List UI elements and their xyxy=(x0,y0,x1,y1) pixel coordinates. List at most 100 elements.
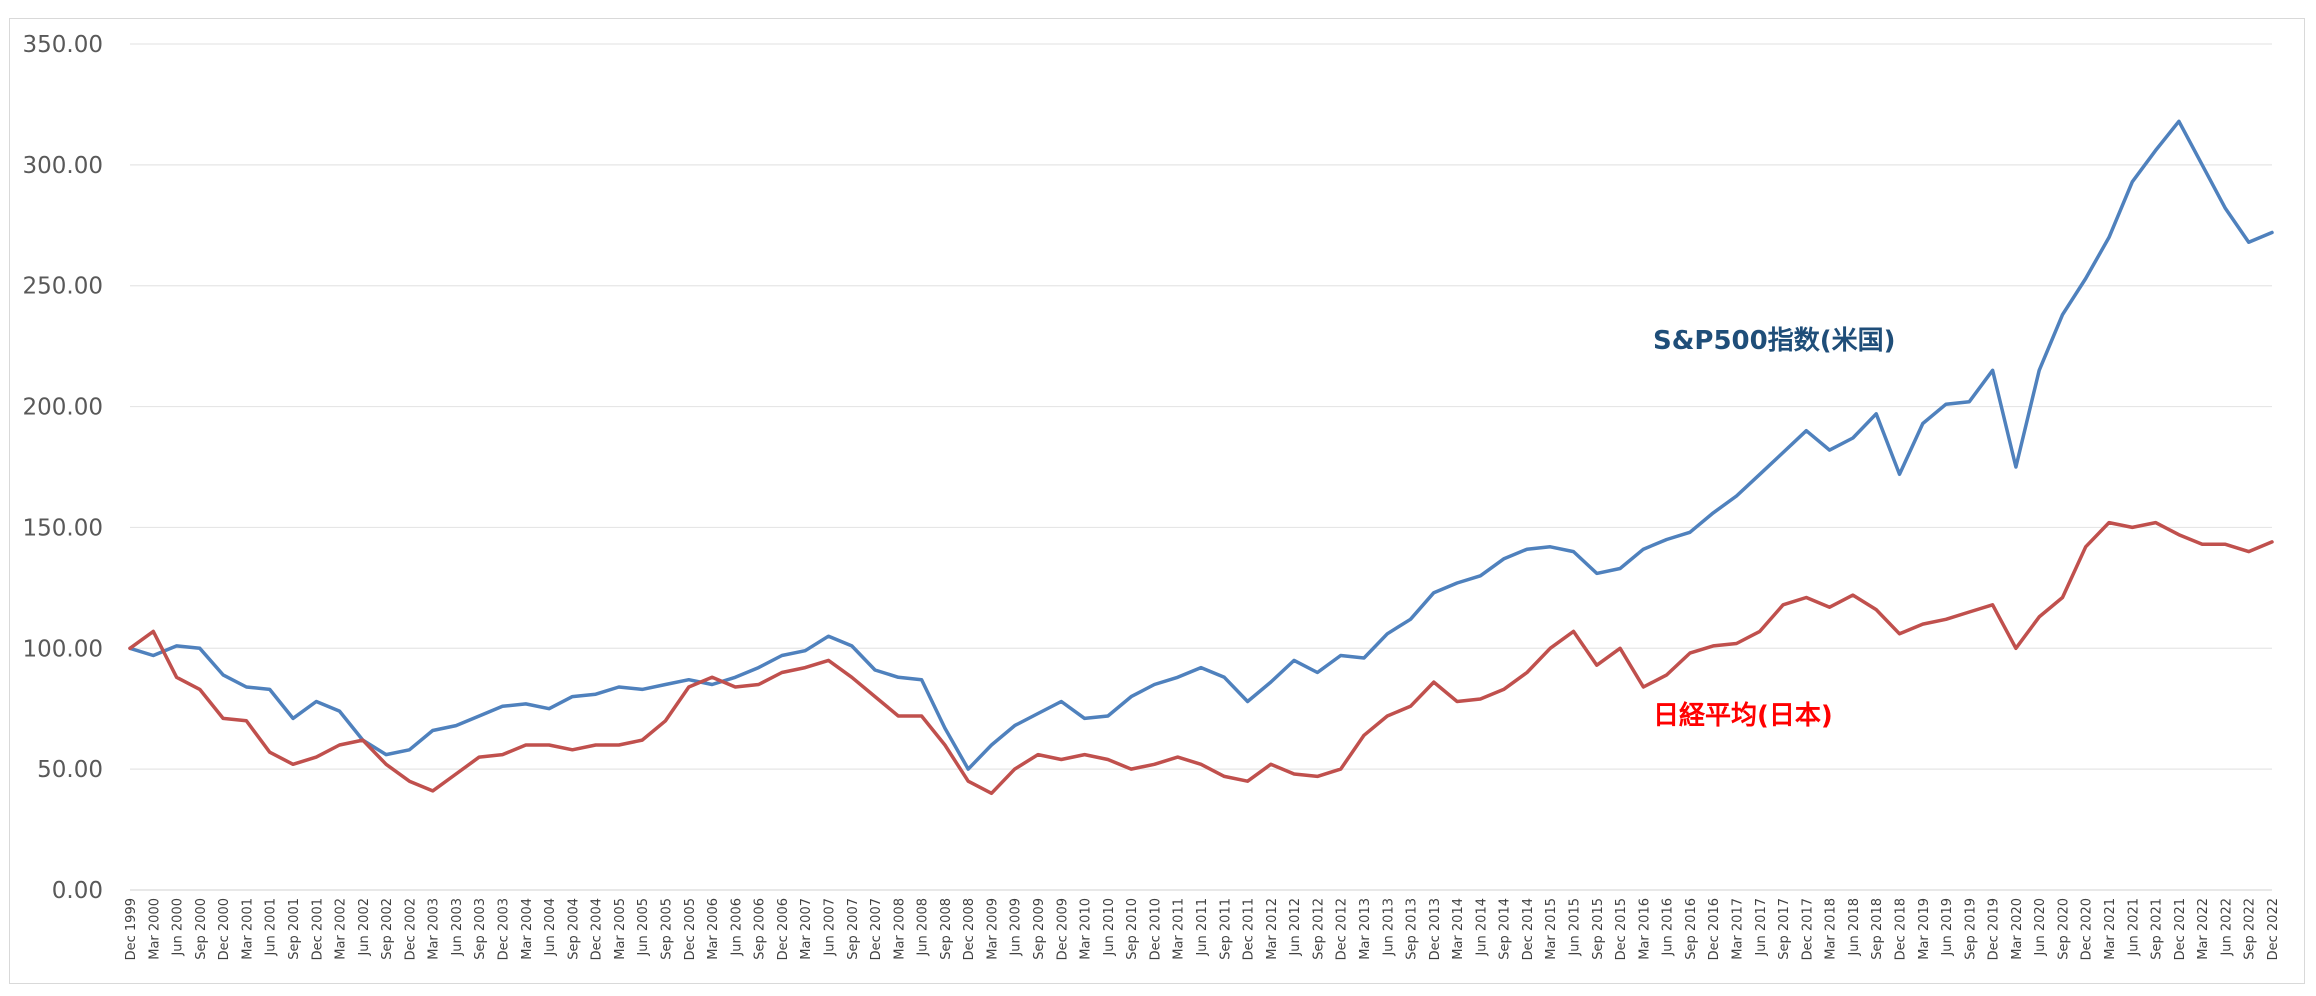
x-tick-label: Mar 2014 xyxy=(1451,898,1466,960)
x-tick-label: Jun 2008 xyxy=(916,898,931,957)
x-tick-label: Sep 2002 xyxy=(380,898,395,960)
x-tick-label: Mar 2003 xyxy=(427,898,442,960)
x-tick-label: Mar 2013 xyxy=(1358,898,1373,960)
x-tick-label: Jun 2002 xyxy=(357,898,372,957)
x-tick-label: Jun 2020 xyxy=(2033,898,2048,957)
x-tick-label: Dec 2006 xyxy=(776,898,791,960)
x-tick-label: Sep 2010 xyxy=(1125,898,1140,960)
x-tick-label: Jun 2015 xyxy=(1568,898,1583,957)
x-tick-label: Mar 2018 xyxy=(1824,898,1839,960)
x-tick-label: Mar 2012 xyxy=(1265,898,1280,960)
x-tick-label: Dec 2005 xyxy=(683,898,698,960)
x-tick-label: Mar 2020 xyxy=(2010,898,2025,960)
x-tick-label: Sep 2000 xyxy=(194,898,209,960)
series-lines xyxy=(128,119,2274,796)
x-tick-label: Sep 2001 xyxy=(287,898,302,960)
x-tick-label: Mar 2010 xyxy=(1079,898,1094,960)
x-tick-label: Sep 2015 xyxy=(1591,898,1606,960)
x-tick-label: Dec 2010 xyxy=(1148,898,1163,960)
y-tick-label: 300.00 xyxy=(23,153,103,179)
y-tick-label: 350.00 xyxy=(23,32,103,58)
x-tick-label: Sep 2020 xyxy=(2056,898,2071,960)
x-tick-label: Mar 2017 xyxy=(1731,898,1746,960)
x-tick-label: Sep 2004 xyxy=(566,898,581,960)
x-tick-label: Jun 2011 xyxy=(1195,898,1210,957)
y-tick-label: 0.00 xyxy=(52,878,103,904)
x-axis-ticks: Dec 1999 Mar 2000 Jun 2000 Sep 2000 Dec 2000… xyxy=(124,898,2281,960)
x-tick-label: Sep 2018 xyxy=(1870,898,1885,960)
y-axis-ticks: 0.00 50.00 100.00 150.00 200.00 250.00 300.00 3… xyxy=(23,32,103,904)
x-tick-label: Jun 2000 xyxy=(171,898,186,957)
x-tick-label: Mar 2011 xyxy=(1172,898,1187,960)
x-tick-label: Sep 2008 xyxy=(939,898,954,960)
grid-lines xyxy=(130,43,2272,891)
x-tick-label: Dec 2018 xyxy=(1893,898,1908,960)
x-tick-label: Sep 2011 xyxy=(1218,898,1233,960)
series-line-nikkei xyxy=(128,520,2274,796)
x-tick-label: Sep 2019 xyxy=(1963,898,1978,960)
x-tick-label: Dec 2009 xyxy=(1055,898,1070,960)
x-tick-label: Dec 2002 xyxy=(403,898,418,960)
x-tick-label: Sep 2013 xyxy=(1405,898,1420,960)
x-tick-label: Dec 2015 xyxy=(1614,898,1629,960)
x-tick-label: Jun 2022 xyxy=(2219,898,2234,957)
x-tick-label: Mar 2016 xyxy=(1637,898,1652,960)
x-tick-label: Dec 2017 xyxy=(1800,898,1815,960)
x-tick-label: Dec 2001 xyxy=(310,898,325,960)
x-tick-label: Jun 2019 xyxy=(1940,898,1955,957)
x-tick-label: Dec 2007 xyxy=(869,898,884,960)
line-chart: 0.00 50.00 100.00 150.00 200.00 250.00 300.00 3… xyxy=(23,32,2281,960)
x-tick-label: Mar 2002 xyxy=(334,898,349,960)
x-tick-label: Mar 2009 xyxy=(985,898,1000,960)
x-tick-label: Dec 2013 xyxy=(1428,898,1443,960)
x-tick-label: Dec 2004 xyxy=(590,898,605,960)
x-tick-label: Mar 2000 xyxy=(147,898,162,960)
x-tick-label: Jun 2006 xyxy=(729,898,744,957)
x-tick-label: Mar 2021 xyxy=(2103,898,2118,960)
x-tick-label: Sep 2021 xyxy=(2150,898,2165,960)
x-tick-label: Jun 2017 xyxy=(1754,898,1769,957)
x-tick-label: Dec 1999 xyxy=(124,898,139,960)
x-tick-label: Jun 2007 xyxy=(822,898,837,957)
x-tick-label: Jun 2001 xyxy=(264,898,279,957)
x-tick-label: Dec 2000 xyxy=(217,898,232,960)
x-tick-label: Sep 2003 xyxy=(473,898,488,960)
x-tick-label: Mar 2007 xyxy=(799,898,814,960)
series-line-sp500 xyxy=(128,119,2274,771)
x-tick-label: Jun 2021 xyxy=(2126,898,2141,957)
x-tick-label: Jun 2016 xyxy=(1661,898,1676,957)
x-tick-label: Jun 2004 xyxy=(543,898,558,957)
x-tick-label: Jun 2013 xyxy=(1381,898,1396,957)
x-tick-label: Mar 2015 xyxy=(1544,898,1559,960)
x-tick-label: Jun 2014 xyxy=(1474,898,1489,957)
x-tick-label: Jun 2012 xyxy=(1288,898,1303,957)
x-tick-label: Sep 2017 xyxy=(1777,898,1792,960)
x-tick-label: Dec 2022 xyxy=(2266,898,2281,960)
x-tick-label: Sep 2005 xyxy=(660,898,675,960)
x-tick-label: Dec 2011 xyxy=(1242,898,1257,960)
y-tick-label: 200.00 xyxy=(23,395,103,421)
x-tick-label: Dec 2014 xyxy=(1521,898,1536,960)
x-tick-label: Sep 2016 xyxy=(1684,898,1699,960)
series-label-sp500: S&P500指数(米国) xyxy=(1653,326,1896,356)
x-tick-label: Sep 2007 xyxy=(846,898,861,960)
series-label-nikkei: 日経平均(日本) xyxy=(1653,700,1833,731)
y-tick-label: 150.00 xyxy=(23,515,103,541)
x-tick-label: Dec 2020 xyxy=(2080,898,2095,960)
x-tick-label: Sep 2009 xyxy=(1032,898,1047,960)
x-tick-label: Jun 2003 xyxy=(450,898,465,957)
x-tick-label: Dec 2019 xyxy=(1987,898,2002,960)
y-tick-label: 100.00 xyxy=(23,636,103,662)
x-tick-label: Dec 2003 xyxy=(497,898,512,960)
chart-frame: 0.00 50.00 100.00 150.00 200.00 250.00 300.00 3… xyxy=(9,18,2305,984)
x-tick-label: Jun 2009 xyxy=(1009,898,1024,957)
x-tick-label: Jun 2005 xyxy=(636,898,651,957)
x-tick-label: Jun 2010 xyxy=(1102,898,1117,957)
y-tick-label: 250.00 xyxy=(23,274,103,300)
x-tick-label: Mar 2006 xyxy=(706,898,721,960)
x-tick-label: Mar 2022 xyxy=(2196,898,2211,960)
x-tick-label: Dec 2016 xyxy=(1707,898,1722,960)
x-tick-label: Dec 2012 xyxy=(1335,898,1350,960)
x-tick-label: Mar 2005 xyxy=(613,898,628,960)
x-tick-label: Dec 2021 xyxy=(2173,898,2188,960)
